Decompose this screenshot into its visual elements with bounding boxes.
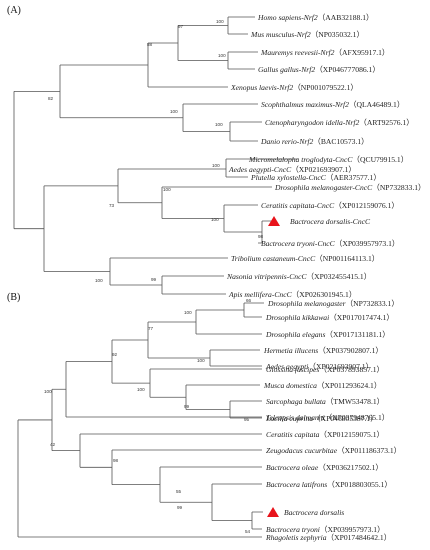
taxon-label: Gallus gallus-Nrf2（XP046777086.1） xyxy=(258,65,380,74)
triangle-marker-icon xyxy=(267,507,279,517)
bootstrap-value: 100 xyxy=(95,278,103,283)
taxon-label: Nasonia vitripennis-CncC（XP032455415.1） xyxy=(226,272,371,281)
bootstrap-value: 95 xyxy=(244,417,250,422)
taxon-label: Bactrocera latifrons（XP018803055.1） xyxy=(266,480,392,489)
bootstrap-value: 100 xyxy=(163,187,171,192)
taxon-label: Drosophila elegans（XP017131181.1） xyxy=(265,330,390,339)
taxon-label: Hermetia illucens（XP037902807.1） xyxy=(263,346,383,355)
bootstrap-value: 100 xyxy=(44,389,52,394)
taxon-label: Drosophila melanogaster（NP732833.1） xyxy=(267,299,399,308)
taxon-label: Ceratitis capitata（XP012159075.1） xyxy=(266,430,384,439)
bootstrap-value: 99 xyxy=(151,277,157,282)
panel-b-bootstrap-values: 66 100 77 100 92 100 99 95 100 42 98 55 … xyxy=(44,298,252,534)
taxon-label: Rhagoletis zephyria（XP017484642.1） xyxy=(265,533,391,542)
taxon-label: Bactrocera tryoni-CncC（XP039957973.1） xyxy=(261,239,400,248)
bootstrap-value: 97 xyxy=(178,24,184,29)
taxon-label: Homo sapiens-Nrf2（AAB32188.1） xyxy=(257,13,374,22)
taxon-label: Plutella xylostella-CncC（AER37577.1） xyxy=(250,173,381,182)
bootstrap-value: 100 xyxy=(216,19,224,24)
bootstrap-value: 100 xyxy=(211,217,219,222)
taxon-label: Bactrocera dorsalis-CncC xyxy=(290,217,371,226)
taxon-label: Ctenopharyngodon idella-Nrf2（ART92576.1） xyxy=(265,118,414,127)
taxon-label: Musca domestica（XP011293624.1） xyxy=(263,381,381,390)
taxon-label: Danio rerio-Nrf2（BAC10573.1） xyxy=(260,137,369,146)
bootstrap-value: 100 xyxy=(170,109,178,114)
bootstrap-value: 100 xyxy=(218,53,226,58)
bootstrap-value: 82 xyxy=(48,96,54,101)
taxon-label: Sarcophaga bullata（TMW53478.1） xyxy=(266,397,384,406)
bootstrap-value: 54 xyxy=(245,529,251,534)
taxon-label: Bactrocera oleae（XP036217502.1） xyxy=(266,463,383,472)
triangle-marker-icon xyxy=(268,216,280,226)
panel-a-bootstrap-values: 100 97 88 100 100 100 82 100 100 73 100 … xyxy=(48,19,264,283)
taxon-label: Drosophila melanogaster-CncC（NP732833.1） xyxy=(274,183,426,192)
bootstrap-value: 42 xyxy=(50,442,56,447)
panel-a-label: (A) xyxy=(7,5,21,16)
taxon-label: Drosophila kikkawai（XP017017474.1） xyxy=(265,313,394,322)
taxon-label: Bactrocera tryoni（XP039957973.1） xyxy=(266,525,385,534)
taxon-label: Aedes aegypti-CncC（XP021693907.1） xyxy=(228,165,356,174)
taxon-label: Aedes aegypti（XP021693907.1） xyxy=(265,362,373,371)
panel-b-taxon-labels: Drosophila melanogaster（NP732833.1） Dros… xyxy=(263,299,401,542)
bootstrap-value: 98 xyxy=(258,234,264,239)
bootstrap-value: 66 xyxy=(246,298,252,303)
taxon-label: Xenopus laevis-Nrf2（NP001079522.1） xyxy=(230,83,358,92)
bootstrap-value: 100 xyxy=(197,358,205,363)
bootstrap-value: 100 xyxy=(212,163,220,168)
bootstrap-value: 73 xyxy=(109,203,115,208)
taxon-label: Micromelalopha troglodyta-CncC（QCU79915.… xyxy=(248,155,408,164)
bootstrap-value: 99 xyxy=(184,404,190,409)
panel-b-branches xyxy=(17,302,264,538)
bootstrap-value: 100 xyxy=(137,387,145,392)
bootstrap-value: 77 xyxy=(148,326,154,331)
panel-a-branches xyxy=(13,16,298,295)
bootstrap-value: 99 xyxy=(177,505,183,510)
bootstrap-value: 88 xyxy=(147,42,153,47)
taxon-label: Lucilia cuprina（XP046805387.1） xyxy=(265,414,378,423)
taxon-label: Ceratitis capitata-CncC（XP012159076.1） xyxy=(261,201,399,210)
bootstrap-value: 98 xyxy=(113,458,119,463)
taxon-label: Scophthalmus maximus-Nrf2（QLA46489.1） xyxy=(261,100,404,109)
panel-a-taxon-labels: Homo sapiens-Nrf2（AAB32188.1） Mus muscul… xyxy=(226,13,426,299)
bootstrap-value: 100 xyxy=(184,310,192,315)
panel-b-label: (B) xyxy=(7,292,20,303)
bootstrap-value: 92 xyxy=(112,352,118,357)
bootstrap-value: 55 xyxy=(176,489,182,494)
taxon-label: Bactrocera dorsalis xyxy=(284,508,344,517)
taxon-label: Mus musculus-Nrf2（NP035032.1） xyxy=(250,30,364,39)
taxon-label: Zeugodacus cucurbitae（XP011186373.1） xyxy=(266,446,401,455)
taxon-label: Tribolium castaneum-CncC（NP001164113.1） xyxy=(231,254,379,263)
taxon-label: Apis mellifera-CncC（XP026301945.1） xyxy=(228,290,356,299)
taxon-label: Mauremys reevesii-Nrf2（AFX95917.1） xyxy=(260,48,390,57)
taxon-label: Glossina fuscipes（XP037893857.1） xyxy=(266,365,384,374)
bootstrap-value: 100 xyxy=(215,122,223,127)
taxon-label: Teleopsis dalmanni（XP037948765.1） xyxy=(266,413,389,422)
